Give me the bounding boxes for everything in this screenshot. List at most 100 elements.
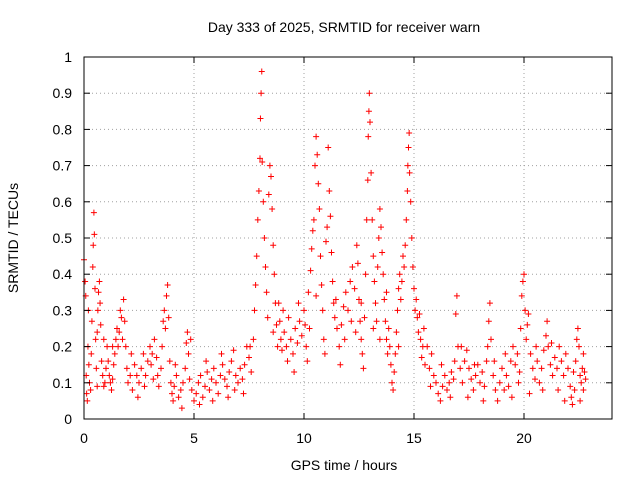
- data-point: [326, 187, 333, 194]
- data-point: [439, 383, 446, 390]
- data-point: [274, 343, 281, 350]
- y-tick-label: 1: [64, 49, 72, 65]
- data-point: [296, 318, 303, 325]
- data-point: [313, 133, 320, 140]
- data-point: [209, 397, 216, 404]
- data-point: [208, 376, 215, 383]
- data-point: [180, 379, 186, 386]
- data-point: [516, 368, 523, 375]
- data-point: [406, 169, 413, 176]
- data-point: [582, 376, 589, 383]
- data-point: [330, 300, 337, 307]
- data-point: [271, 271, 278, 278]
- data-point: [169, 390, 175, 397]
- data-point: [365, 108, 372, 115]
- data-point: [266, 162, 273, 169]
- y-tick-label: 0.5: [53, 230, 73, 246]
- data-point: [560, 372, 567, 379]
- data-point: [558, 358, 565, 365]
- data-point: [158, 365, 164, 372]
- data-point: [215, 390, 222, 397]
- data-point: [141, 383, 148, 390]
- data-point: [251, 307, 258, 314]
- data-point: [224, 383, 230, 390]
- data-point: [539, 387, 546, 394]
- data-point: [555, 387, 562, 394]
- data-point: [579, 365, 586, 372]
- data-point: [341, 336, 348, 343]
- data-point: [318, 282, 325, 289]
- data-point: [418, 354, 425, 361]
- data-point: [301, 307, 307, 314]
- data-point: [376, 336, 383, 343]
- data-point: [577, 372, 584, 379]
- data-point: [340, 303, 347, 310]
- data-point: [412, 307, 419, 314]
- data-point: [398, 278, 405, 285]
- data-point: [276, 318, 283, 325]
- data-point: [486, 300, 493, 307]
- data-point: [381, 296, 388, 303]
- data-point: [420, 325, 427, 332]
- data-point: [90, 209, 97, 216]
- data-point: [373, 318, 380, 325]
- data-point: [570, 368, 577, 375]
- data-point: [568, 394, 575, 401]
- data-point: [525, 311, 532, 318]
- data-point: [313, 292, 320, 299]
- data-point: [490, 372, 497, 379]
- data-point: [515, 379, 522, 386]
- data-point: [395, 285, 402, 292]
- data-point: [115, 343, 122, 350]
- data-point: [262, 263, 269, 270]
- data-point: [150, 376, 157, 383]
- data-point: [204, 368, 211, 375]
- data-point: [395, 343, 402, 350]
- data-point: [162, 325, 169, 332]
- data-point: [375, 235, 382, 241]
- data-point: [392, 350, 399, 357]
- data-point: [91, 231, 98, 238]
- data-point: [366, 90, 373, 97]
- data-point: [298, 332, 305, 339]
- data-point: [376, 206, 383, 213]
- data-point: [89, 263, 96, 270]
- data-point: [196, 401, 203, 408]
- data-point: [348, 318, 355, 325]
- data-point: [484, 343, 491, 350]
- data-point: [103, 365, 109, 372]
- data-point: [472, 372, 479, 379]
- data-point: [496, 379, 503, 386]
- data-point: [463, 347, 470, 354]
- data-point: [359, 350, 366, 357]
- data-point: [148, 361, 155, 368]
- data-point: [415, 329, 422, 336]
- data-point: [414, 314, 421, 321]
- data-point: [406, 130, 413, 137]
- data-point: [451, 358, 458, 365]
- data-point: [231, 387, 238, 394]
- data-point: [219, 361, 226, 368]
- data-point: [114, 325, 120, 332]
- data-point: [129, 387, 136, 394]
- data-point: [577, 397, 584, 404]
- data-point: [133, 372, 140, 379]
- data-point: [97, 300, 104, 307]
- data-point: [291, 368, 298, 375]
- data-point: [562, 350, 569, 357]
- data-point: [88, 350, 95, 357]
- data-point: [109, 343, 116, 350]
- data-point: [308, 245, 315, 252]
- data-point: [116, 329, 123, 336]
- data-point: [536, 379, 543, 386]
- data-point: [304, 358, 311, 365]
- data-point: [360, 365, 367, 372]
- data-point: [358, 300, 365, 307]
- data-point: [94, 307, 101, 314]
- data-point: [320, 336, 327, 343]
- data-point: [508, 394, 515, 401]
- y-tick-label: 0.2: [53, 339, 73, 355]
- data-point: [184, 329, 191, 336]
- data-point: [186, 376, 193, 383]
